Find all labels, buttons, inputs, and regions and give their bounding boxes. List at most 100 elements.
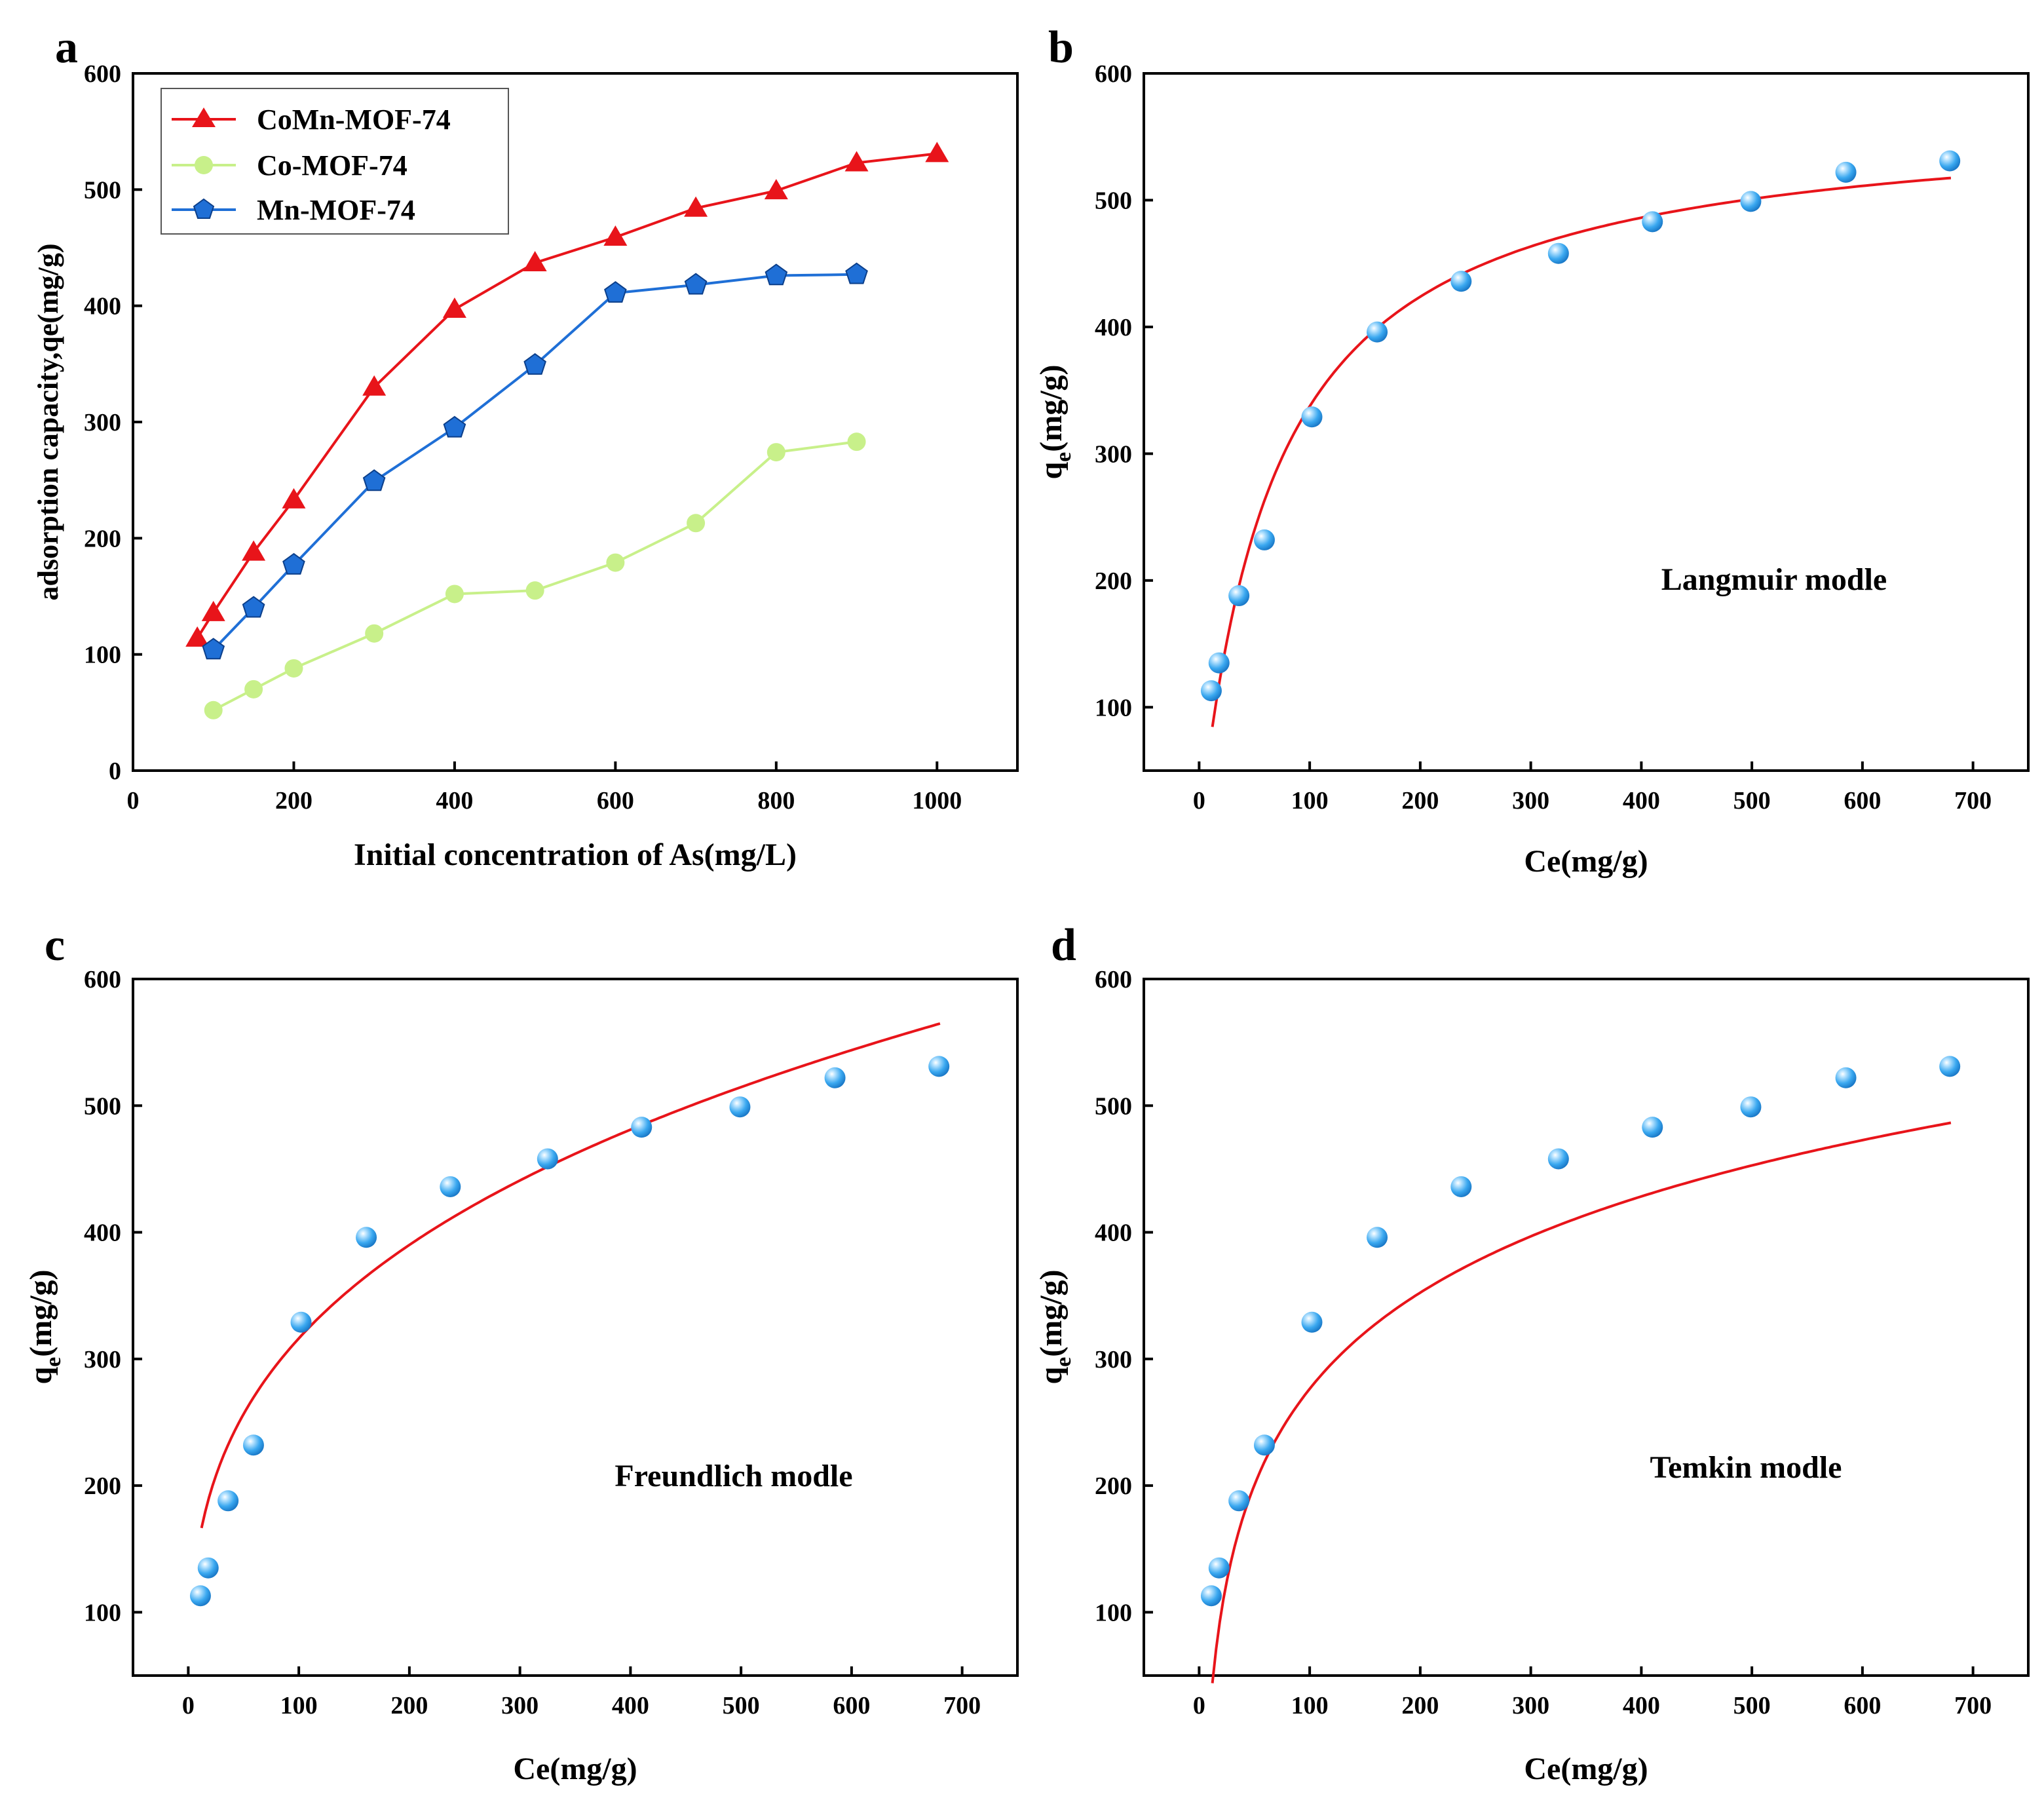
data-point-comn	[523, 251, 547, 272]
y-tick-label-c: 300	[84, 1346, 121, 1373]
y-tick-label-c: 400	[84, 1219, 121, 1247]
data-point-co	[606, 553, 625, 572]
data-point-d	[1301, 1311, 1323, 1333]
legend-label-mn: Mn-MOF-74	[257, 194, 415, 226]
data-point-b	[1301, 406, 1323, 428]
x-tick-label-c: 600	[833, 1692, 870, 1719]
y-tick-label-c: 600	[84, 966, 121, 993]
plot-frame-d	[1143, 978, 2030, 1677]
panel-b: 0 100 200 300 400 500 600 700 100 200 300 400 500 600…	[1034, 22, 2030, 879]
y-tick-label-d: 500	[1095, 1092, 1132, 1120]
annotation-c: Freundlich modle	[615, 1459, 852, 1493]
data-point-d	[1253, 1434, 1275, 1456]
series-line-mn	[212, 273, 857, 651]
x-tick-label-c: 400	[612, 1692, 649, 1719]
data-point-b	[1642, 211, 1663, 233]
data-point-c	[631, 1117, 653, 1138]
x-tick-label-b: 300	[1512, 787, 1549, 815]
y-tick-label-a: 100	[84, 642, 121, 669]
data-point-co	[766, 443, 785, 462]
y-axis-label-b-main: q	[1034, 462, 1069, 480]
legend-marker-comn	[192, 107, 216, 127]
data-point-comn	[185, 626, 210, 647]
marks-d	[1200, 1056, 1961, 1683]
legend-marker-mn	[193, 198, 215, 219]
data-point-comn	[362, 375, 387, 396]
x-tick-label-a: 0	[127, 787, 140, 815]
data-point-co	[525, 581, 544, 600]
data-point-co	[204, 700, 223, 720]
data-point-mn	[684, 273, 708, 295]
data-point-c	[729, 1096, 751, 1118]
y-tick-label-b: 500	[1095, 187, 1132, 214]
x-tick-label-b: 400	[1623, 787, 1660, 815]
data-point-c	[928, 1056, 950, 1077]
marks-a	[185, 142, 949, 720]
data-point-c	[537, 1148, 558, 1170]
x-tick-label-c: 0	[182, 1692, 195, 1719]
data-point-d	[1939, 1056, 1961, 1077]
y-axis-label-d-main: q	[1034, 1367, 1069, 1385]
x-tick-label-d: 0	[1193, 1692, 1205, 1719]
y-tick-label-d: 100	[1095, 1599, 1132, 1626]
data-point-d	[1200, 1585, 1222, 1607]
ticks-c: 0 100 200 300 400 500 600 700 100 200 300 400 500 600	[84, 966, 981, 1719]
x-tick-label-b: 500	[1733, 787, 1771, 815]
x-tick-label-c: 200	[390, 1692, 428, 1719]
x-tick-label-a: 800	[757, 787, 795, 815]
y-tick-label-a: 600	[84, 60, 121, 88]
y-tick-label-d: 200	[1095, 1472, 1132, 1500]
y-tick-label-c: 100	[84, 1599, 121, 1626]
y-axis-label-b-sub: e	[1051, 452, 1076, 462]
plot-frame-b	[1143, 72, 2030, 772]
y-axis-label-c-main: q	[24, 1367, 58, 1385]
data-point-co	[365, 624, 384, 643]
y-tick-label-b: 600	[1095, 60, 1132, 88]
data-point-d	[1642, 1117, 1663, 1138]
y-axis-label-a: adsorption capacity,qe(mg/g)	[32, 243, 64, 600]
data-point-comn	[844, 151, 869, 172]
fit-curve-b	[1211, 176, 1952, 727]
data-point-comn	[442, 297, 466, 318]
y-tick-label-b: 300	[1095, 440, 1132, 468]
data-point-b	[1367, 321, 1388, 343]
data-point-c	[218, 1490, 239, 1512]
data-point-d	[1740, 1096, 1762, 1118]
plot-frame-c	[132, 978, 1019, 1677]
y-tick-label-d: 400	[1095, 1219, 1132, 1247]
x-tick-label-d: 400	[1623, 1692, 1660, 1719]
data-point-comn	[764, 179, 788, 200]
legend-label-co: Co-MOF-74	[257, 149, 407, 182]
legend-label-comn: CoMn-MOF-74	[257, 104, 451, 136]
data-point-mn	[282, 552, 305, 575]
ticks-a: 0 200 400 600 800 1000 0 100 200 300 400 500 600	[84, 60, 962, 815]
data-point-d	[1367, 1227, 1388, 1248]
data-point-co	[847, 432, 866, 451]
x-axis-label-d: Ce(mg/g)	[1524, 1752, 1648, 1786]
data-point-d	[1835, 1067, 1857, 1088]
data-point-mn	[443, 415, 466, 438]
data-point-mn	[604, 280, 627, 303]
panel-d: 0 100 200 300 400 500 600 700 100 200 300 400 500 600…	[1034, 920, 2030, 1786]
x-tick-label-d: 300	[1512, 1692, 1549, 1719]
data-point-b	[1835, 161, 1857, 183]
data-point-comn	[242, 540, 266, 561]
data-point-b	[1253, 529, 1275, 550]
data-point-b	[1740, 191, 1762, 212]
x-tick-label-b: 0	[1193, 787, 1205, 815]
x-axis-label-c: Ce(mg/g)	[513, 1752, 637, 1786]
ticks-d: 0 100 200 300 400 500 600 700 100 200 300 400 500 600	[1095, 966, 1992, 1719]
y-tick-label-a: 200	[84, 525, 121, 552]
y-axis-label-d: qe(mg/g)	[1034, 1269, 1076, 1384]
data-point-co	[687, 514, 706, 533]
data-point-c	[356, 1227, 377, 1248]
data-point-co	[244, 680, 263, 699]
data-point-d	[1208, 1557, 1230, 1579]
x-tick-label-d: 500	[1733, 1692, 1771, 1719]
series-line-co	[212, 440, 857, 712]
data-point-d	[1228, 1490, 1250, 1512]
data-point-c	[189, 1585, 211, 1607]
y-tick-label-a: 0	[109, 758, 121, 785]
data-point-comn	[925, 142, 949, 163]
